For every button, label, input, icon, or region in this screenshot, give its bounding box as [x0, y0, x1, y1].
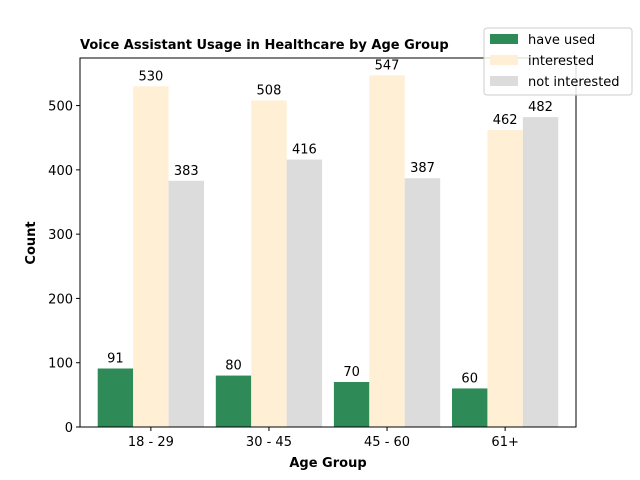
bar-have-used-3 — [333, 382, 370, 427]
y-tick-label: 300 — [48, 228, 73, 243]
x-tick-label: 30 - 45 — [246, 435, 292, 450]
data-label: 416 — [292, 143, 317, 158]
legend-label: interested — [528, 54, 594, 69]
bar-not-interested-4 — [522, 117, 559, 427]
legend-box — [483, 27, 633, 96]
data-label: 80 — [225, 359, 242, 374]
y-tick-label: 200 — [48, 292, 73, 307]
legend-swatch — [490, 76, 518, 86]
plot-area: 91 530 383 18 - 29 80 508 416 30 - 45 70 547 387 45… — [48, 57, 577, 450]
x-axis-label: Age Group — [289, 456, 366, 471]
data-label: 462 — [493, 113, 518, 128]
x-tick-label: 45 - 60 — [364, 435, 410, 450]
data-label: 70 — [343, 365, 360, 380]
bar-interested-4 — [487, 130, 523, 427]
x-tick-label: 18 - 29 — [128, 435, 174, 450]
bar-have-used-2 — [215, 375, 252, 427]
bar-have-used-4 — [452, 388, 488, 427]
bar-not-interested-2 — [286, 159, 323, 427]
data-label: 482 — [528, 100, 553, 115]
y-axis-label: Count — [24, 221, 39, 264]
legend-label: have used — [528, 33, 595, 48]
legend: have used interested not interested — [483, 27, 633, 96]
bar-not-interested-3 — [404, 178, 441, 427]
bar-interested-2 — [251, 100, 287, 428]
data-label: 383 — [174, 164, 199, 179]
data-label: 530 — [138, 69, 163, 84]
data-label: 387 — [410, 161, 435, 176]
bar-interested-1 — [133, 86, 169, 427]
legend-swatch — [490, 34, 518, 44]
axes-frame — [79, 57, 577, 428]
data-label: 60 — [461, 371, 478, 386]
legend-label: not interested — [528, 75, 620, 90]
y-tick-label: 500 — [48, 100, 73, 115]
legend-swatch — [490, 55, 518, 65]
bar-not-interested-1 — [168, 180, 204, 427]
y-tick-label: 400 — [48, 164, 73, 179]
data-label: 508 — [257, 83, 282, 98]
y-tick-label: 100 — [48, 357, 73, 372]
y-tick-label: 0 — [65, 421, 73, 436]
bar-interested-3 — [369, 75, 405, 428]
data-label: 547 — [375, 58, 400, 73]
chart-title: Voice Assistant Usage in Healthcare by A… — [80, 38, 449, 53]
x-tick-label: 61+ — [491, 435, 518, 450]
data-label: 91 — [107, 352, 124, 367]
bar-have-used-1 — [97, 368, 134, 427]
